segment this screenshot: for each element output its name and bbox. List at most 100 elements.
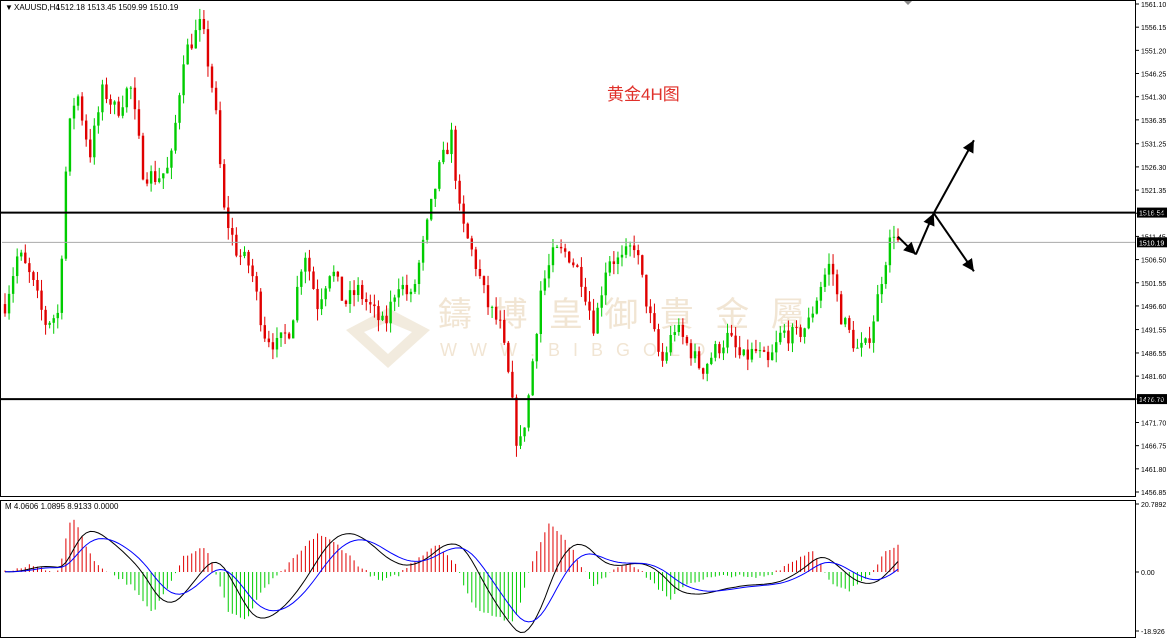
candle-body	[799, 327, 802, 337]
candle-body	[389, 301, 392, 324]
candle-body	[507, 342, 510, 372]
price-tick-label: 1556.15	[1141, 25, 1166, 32]
candle-body	[125, 88, 128, 108]
candle-body	[190, 44, 193, 49]
candle-body	[734, 335, 737, 348]
candle-body	[340, 276, 344, 301]
watermark-logo-icon	[346, 308, 430, 368]
candle-body	[503, 319, 506, 343]
price-tick-label: 1466.75	[1141, 444, 1166, 451]
candle-body	[831, 263, 835, 275]
candle-body	[296, 286, 299, 321]
candle-body	[608, 261, 612, 273]
watermark-text: 鑄 博 皇 御 貴 金 屬	[438, 296, 811, 334]
candle-body	[255, 276, 258, 292]
candle-body	[141, 135, 145, 180]
candle-body	[80, 96, 84, 121]
candle-body	[770, 352, 774, 361]
candle-body	[576, 265, 579, 267]
price-tick-label: 1461.80	[1141, 467, 1166, 474]
candle-body	[377, 306, 380, 321]
candle-body	[454, 129, 457, 181]
price-tick-label: 1516.40	[1141, 211, 1166, 218]
key-level-label: 1476.70	[1139, 397, 1164, 404]
price-tick-label: 1501.55	[1141, 281, 1166, 288]
candle-body	[730, 332, 733, 336]
candle-body	[210, 66, 214, 88]
candle-body	[291, 320, 295, 339]
macd-layer	[4, 519, 899, 634]
candle-body	[758, 350, 762, 352]
candle-body	[446, 149, 449, 155]
candle-body	[718, 344, 721, 354]
key-level-tag	[1137, 207, 1167, 218]
candle-body	[97, 112, 100, 126]
candle-body	[158, 178, 161, 183]
signal-line	[5, 538, 899, 623]
candle-body	[409, 291, 413, 295]
candle-body	[84, 120, 88, 140]
price-tick-label: 1536.35	[1141, 118, 1166, 125]
candle-body	[373, 304, 376, 307]
candle-body	[649, 306, 652, 314]
candle-body	[425, 219, 429, 240]
indicator-panel-frame	[0, 500, 1136, 638]
candle-body	[52, 318, 55, 323]
candle-body	[247, 251, 250, 266]
candle-body	[222, 164, 226, 208]
candle-body	[673, 332, 676, 336]
candle-body	[324, 288, 327, 300]
candle-body	[823, 274, 827, 287]
candle-body	[856, 347, 859, 349]
candle-body	[166, 167, 169, 174]
candle-body	[803, 328, 806, 337]
candle-body	[137, 109, 141, 136]
candle-body	[815, 300, 819, 314]
candle-body	[352, 290, 356, 296]
candle-body	[499, 319, 502, 321]
candle-body	[442, 149, 445, 163]
forecast-arrows	[897, 139, 975, 272]
candle-body	[462, 203, 465, 224]
candle-body	[182, 64, 185, 96]
candle-body	[198, 18, 202, 31]
candle-body	[848, 318, 851, 330]
candle-body	[149, 171, 153, 184]
candle-body	[762, 350, 766, 352]
candle-body	[689, 343, 693, 359]
candle-body	[430, 198, 433, 220]
candle-body	[417, 262, 421, 285]
candle-body	[243, 251, 246, 257]
candle-body	[844, 318, 847, 325]
indicator-tick-label: 20.7892	[1141, 502, 1166, 509]
chart-annotation: 黄金4H图	[607, 85, 680, 104]
candle-body	[754, 348, 758, 352]
candle-body	[892, 236, 896, 238]
candle-body	[669, 335, 672, 353]
candle-body	[584, 286, 587, 302]
candle-body	[860, 342, 863, 348]
candle-body	[320, 299, 323, 310]
candle-body	[109, 99, 112, 105]
candle-body	[511, 371, 514, 398]
indicator-tick-label: 0.00	[1141, 570, 1155, 577]
candle-body	[624, 246, 628, 255]
candle-body	[876, 294, 879, 322]
candle-body	[101, 84, 104, 113]
price-tick-label: 1486.55	[1141, 351, 1166, 358]
candle-body	[839, 294, 843, 325]
candle-body	[279, 332, 283, 338]
candle-body	[482, 276, 486, 286]
candle-body	[714, 344, 717, 358]
candle-body	[580, 266, 583, 287]
candle-body	[3, 304, 7, 314]
candle-body	[478, 269, 482, 277]
candle-body	[559, 246, 563, 249]
candle-body	[775, 342, 778, 353]
candle-body	[701, 368, 705, 374]
candle-body	[44, 309, 47, 325]
candle-body	[251, 265, 254, 277]
header-arrow-icon[interactable]: ▼	[5, 3, 13, 12]
price-tick-label: 1546.25	[1141, 72, 1166, 79]
